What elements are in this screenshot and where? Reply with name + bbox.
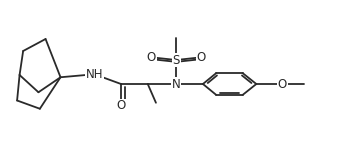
Text: O: O: [278, 78, 287, 90]
Text: N: N: [172, 78, 180, 90]
Text: S: S: [173, 54, 180, 66]
Text: O: O: [197, 51, 206, 64]
Text: O: O: [116, 99, 126, 112]
Text: NH: NH: [85, 68, 103, 81]
Text: O: O: [147, 51, 156, 64]
